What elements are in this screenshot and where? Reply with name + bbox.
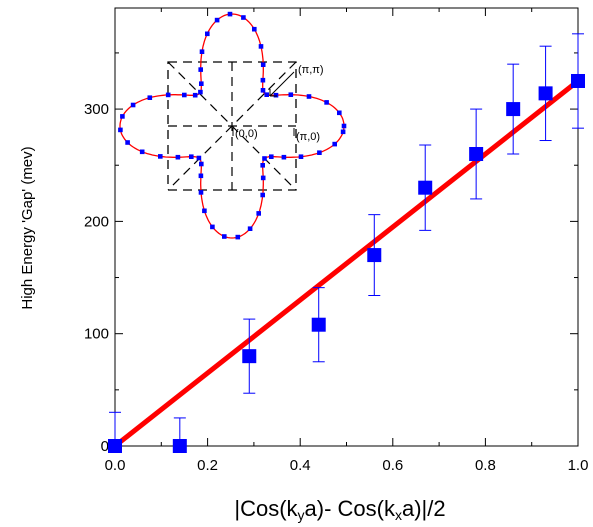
gap-marker <box>182 92 187 98</box>
gap-marker <box>288 92 294 97</box>
data-point <box>469 147 484 161</box>
gap-marker <box>198 190 204 195</box>
gap-marker <box>198 89 203 95</box>
gap-marker <box>202 208 207 214</box>
data-point <box>367 248 382 263</box>
gap-marker <box>175 154 181 160</box>
y-tick-label: 100 <box>84 326 109 343</box>
data-point <box>311 317 326 332</box>
gap-marker <box>199 81 204 86</box>
x-axis-label-part-3: a)|/2 <box>402 496 446 521</box>
gap-marker <box>120 114 125 119</box>
x-tick-label: 0.0 <box>105 457 126 474</box>
x-axis: 0.0 0.2 0.4 0.6 0.8 1.0 <box>105 8 589 474</box>
gap-marker <box>165 92 171 98</box>
inset-label-pi-0: (π,0) <box>296 131 320 143</box>
x-tick-label: 0.6 <box>382 457 403 474</box>
gap-marker <box>235 234 241 240</box>
gap-marker <box>198 67 203 72</box>
gap-marker <box>260 88 266 93</box>
gap-marker <box>210 224 215 230</box>
gap-marker <box>198 173 204 179</box>
gap-marker <box>205 31 210 37</box>
inset-label-origin: (0,0) <box>235 128 258 140</box>
x-tick-label: 0.2 <box>197 457 218 474</box>
gap-marker <box>189 154 194 159</box>
x-axis-label: |Cos(kya)- Cos(kxa)|/2 <box>234 496 445 523</box>
gap-marker <box>241 15 246 20</box>
gap-marker <box>264 92 269 97</box>
gap-marker <box>273 92 279 98</box>
gap-marker <box>317 150 322 155</box>
gap-marker <box>158 154 163 159</box>
gap-marker <box>260 62 266 67</box>
gap-marker <box>199 49 205 54</box>
zone-line-antidiagonal <box>167 61 297 191</box>
gap-marker <box>262 156 267 161</box>
gap-marker <box>118 127 123 133</box>
x-axis-label-sub-y: y <box>298 507 305 523</box>
plot-border <box>114 7 579 447</box>
gap-marker <box>199 161 204 167</box>
data-point <box>506 102 521 117</box>
x-tick-label: 0.4 <box>290 457 311 474</box>
x-axis-label-part-1: |Cos(k <box>234 496 298 521</box>
gap-marker <box>214 17 220 23</box>
x-tick-label: 0.8 <box>475 457 496 474</box>
fit-line <box>112 78 581 449</box>
data-point <box>242 349 257 364</box>
x-axis-label-sub-x: x <box>395 507 402 523</box>
inset-label-pi-pi: (π,π) <box>298 64 324 76</box>
data-point <box>418 180 433 195</box>
gap-marker <box>340 129 346 135</box>
gap-marker <box>258 44 264 49</box>
arrow-pi-pi <box>269 71 295 97</box>
gap-marker <box>337 110 342 116</box>
gap-marker <box>130 102 136 108</box>
y-tick-label: 0 <box>101 438 109 455</box>
plot-frame <box>114 7 579 447</box>
x-tick-label: 1.0 <box>568 457 589 474</box>
gap-marker <box>260 192 265 198</box>
gap-marker <box>196 155 202 161</box>
data-point <box>538 86 553 101</box>
gap-marker <box>260 175 266 181</box>
gap-marker <box>324 100 329 105</box>
y-tick-label: 200 <box>84 213 109 230</box>
gap-marker <box>125 140 130 145</box>
gap-marker <box>227 11 233 17</box>
gap-marker <box>306 94 312 99</box>
data-point <box>172 439 187 453</box>
gap-marker <box>256 211 261 216</box>
gap-marker <box>222 234 227 239</box>
gap-marker <box>252 26 257 32</box>
gap-marker <box>281 154 287 160</box>
gap-marker <box>260 77 266 83</box>
gap-marker <box>147 95 153 100</box>
gap-marker <box>269 154 274 159</box>
gap-marker <box>332 141 337 147</box>
data-point <box>108 439 122 453</box>
fit-line-group <box>112 78 581 449</box>
gap-marker <box>192 92 198 98</box>
y-axis-label: High Energy 'Gap' (mev) <box>19 146 36 309</box>
gap-marker <box>247 226 253 231</box>
gap-marker <box>260 163 265 168</box>
fermi-surface-inset <box>118 11 347 240</box>
gap-marker <box>139 149 145 155</box>
y-axis: 0 100 200 300 <box>84 52 578 455</box>
data-points <box>108 33 585 453</box>
gap-marker <box>341 123 347 129</box>
data-point <box>571 74 585 88</box>
y-tick-label: 300 <box>84 101 109 118</box>
gap-marker <box>298 154 304 159</box>
x-axis-label-part-2: a)- Cos(k <box>305 496 396 521</box>
